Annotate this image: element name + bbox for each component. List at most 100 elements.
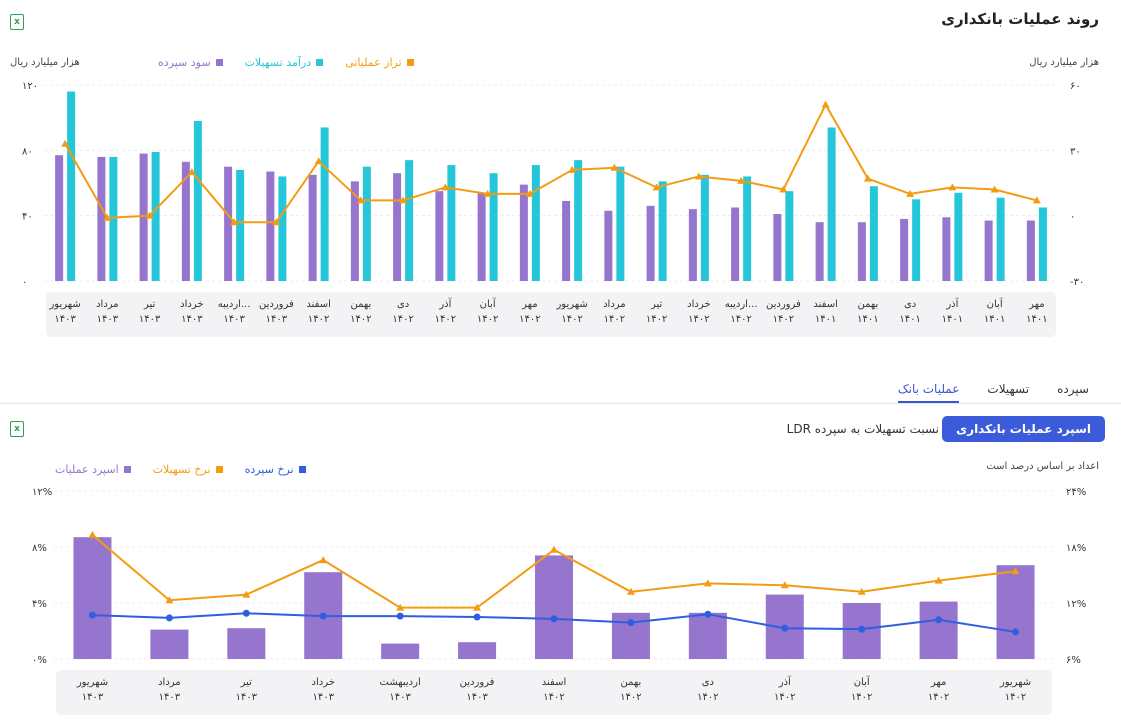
x-tick-year: ۱۴۰۲ [688,314,709,325]
legend-item-loan-rate[interactable]: نرخ تسهیلات [153,463,223,476]
line-point [230,218,239,226]
bar [405,160,414,281]
excel-icon[interactable]: x [10,421,24,437]
line-point [396,612,404,620]
x-tick-year: ۱۴۰۳ [223,314,245,325]
x-tick-label: تیر [240,677,253,688]
bar [320,127,329,281]
tab-deposit[interactable]: سپرده [1057,382,1089,396]
x-tick-label: مهر [521,299,537,310]
line-point [863,174,872,182]
y-tick-right: ۲۴% [1066,487,1086,498]
legend-swatch [316,59,324,66]
bar [688,209,697,281]
x-tick-year: ۱۴۰۲ [477,314,498,325]
line-point [610,163,619,171]
x-tick-year: ۱۴۰۲ [620,692,641,703]
y-tick-right: ۱۸% [1066,543,1086,554]
bar [308,174,317,281]
legend-label: اسپرد عملیات [55,463,119,476]
line-point [737,176,746,184]
bar [97,156,106,281]
line-point [704,610,712,618]
x-tick-year: ۱۴۰۱ [1026,314,1047,325]
line-point [550,545,558,553]
x-tick-year: ۱۴۰۱ [857,314,878,325]
line-point [88,530,97,538]
legend-item-operating-balance[interactable]: تراز عملیاتی [345,56,414,69]
line-point [780,581,789,589]
chart1-svg: ۰ ۴۰ ۸۰ ۱۲۰ -۳۰ ۰ ۳۰ ۶۰ مهر ۱۴۰۱ آبان ۱۴۰۱ آذر ۱۴۰۱ دی… [22,81,1084,337]
bar [604,210,613,281]
bar [193,120,202,281]
x-tick-year: ۱۴۰۲ [435,314,456,325]
x-tick-label: آبان [480,297,497,310]
x-tick-label: دی [702,677,714,688]
line-point [948,183,957,191]
x-tick-label: شهریور [48,299,80,310]
bar [477,192,486,281]
x-tick-year: ۱۴۰۱ [984,314,1005,325]
bar [942,217,951,281]
spread-button[interactable]: اسپرد عملیات بانکداری [942,416,1105,442]
bar [688,612,727,659]
line-point [165,614,173,622]
x-tick-label: خرداد [180,299,203,310]
bar [236,169,245,281]
line-point [626,587,635,595]
tab-bank-operations[interactable]: عملیات بانک [897,382,960,403]
y-tick-right: ۰ [1070,212,1075,223]
x-tick-year: ۱۴۰۳ [312,692,334,703]
bar [815,222,824,281]
y-tick-right: -۳۰ [1070,277,1084,288]
x-axis-band [46,292,1056,337]
y-tick-right: ۱۲% [1066,599,1086,610]
chart1-unit-left: هزار میلیارد ریال [10,57,80,68]
line-point [906,189,915,197]
line-point [821,100,830,108]
line-point [145,211,154,219]
x-tick-label: فروردین [259,299,294,310]
bar [362,166,371,281]
series-line [64,102,1038,224]
legend-item-deposit-interest[interactable]: سود سپرده [158,56,223,69]
bar [616,166,625,281]
legend-item-loan-income[interactable]: درآمد تسهیلات [245,56,324,69]
page-title: روند عملیات بانکداری [941,10,1099,28]
x-tick-year: ۱۴۰۱ [815,314,836,325]
bar [393,173,402,281]
excel-icon[interactable]: x [10,14,24,30]
ldr-button[interactable]: نسبت تسهیلات به سپرده LDR [786,422,939,436]
line-point [694,172,703,180]
legend-swatch [406,59,414,66]
x-tick-label: دی [904,299,916,310]
legend-swatch [215,59,223,66]
y-tick-right: ۶۰ [1070,81,1081,92]
legend-label: سود سپرده [158,56,211,69]
bar [489,173,498,281]
chart2-unit: اعداد بر اساس درصد است [986,461,1099,472]
x-tick-year: ۱۴۰۲ [604,314,625,325]
line-point [1032,196,1041,204]
tab-loans[interactable]: تسهیلات [987,382,1030,396]
bar [227,628,266,659]
legend-item-spread[interactable]: اسپرد عملیات [55,463,131,476]
line-point [627,619,635,627]
legend-label: نرخ تسهیلات [152,463,211,476]
x-tick-label: اردیبه... [725,299,758,310]
y-tick-left: ۰ [22,277,27,288]
x-tick-year: ۱۴۰۳ [54,314,76,325]
legend-swatch [123,466,131,473]
x-tick-year: ۱۴۰۱ [942,314,963,325]
bar [151,151,160,281]
x-tick-year: ۱۴۰۳ [159,692,181,703]
legend-item-deposit-rate[interactable]: نرخ سپرده [245,463,306,476]
line-point [858,625,866,633]
x-tick-label: شهریور [76,677,108,688]
x-tick-year: ۱۴۰۳ [139,314,161,325]
y-tick-left: ۰% [32,655,47,666]
legend-swatch [215,466,223,473]
x-tick-year: ۱۴۰۳ [82,692,104,703]
tab-divider [0,403,1121,404]
legend-label: درآمد تسهیلات [244,56,312,69]
